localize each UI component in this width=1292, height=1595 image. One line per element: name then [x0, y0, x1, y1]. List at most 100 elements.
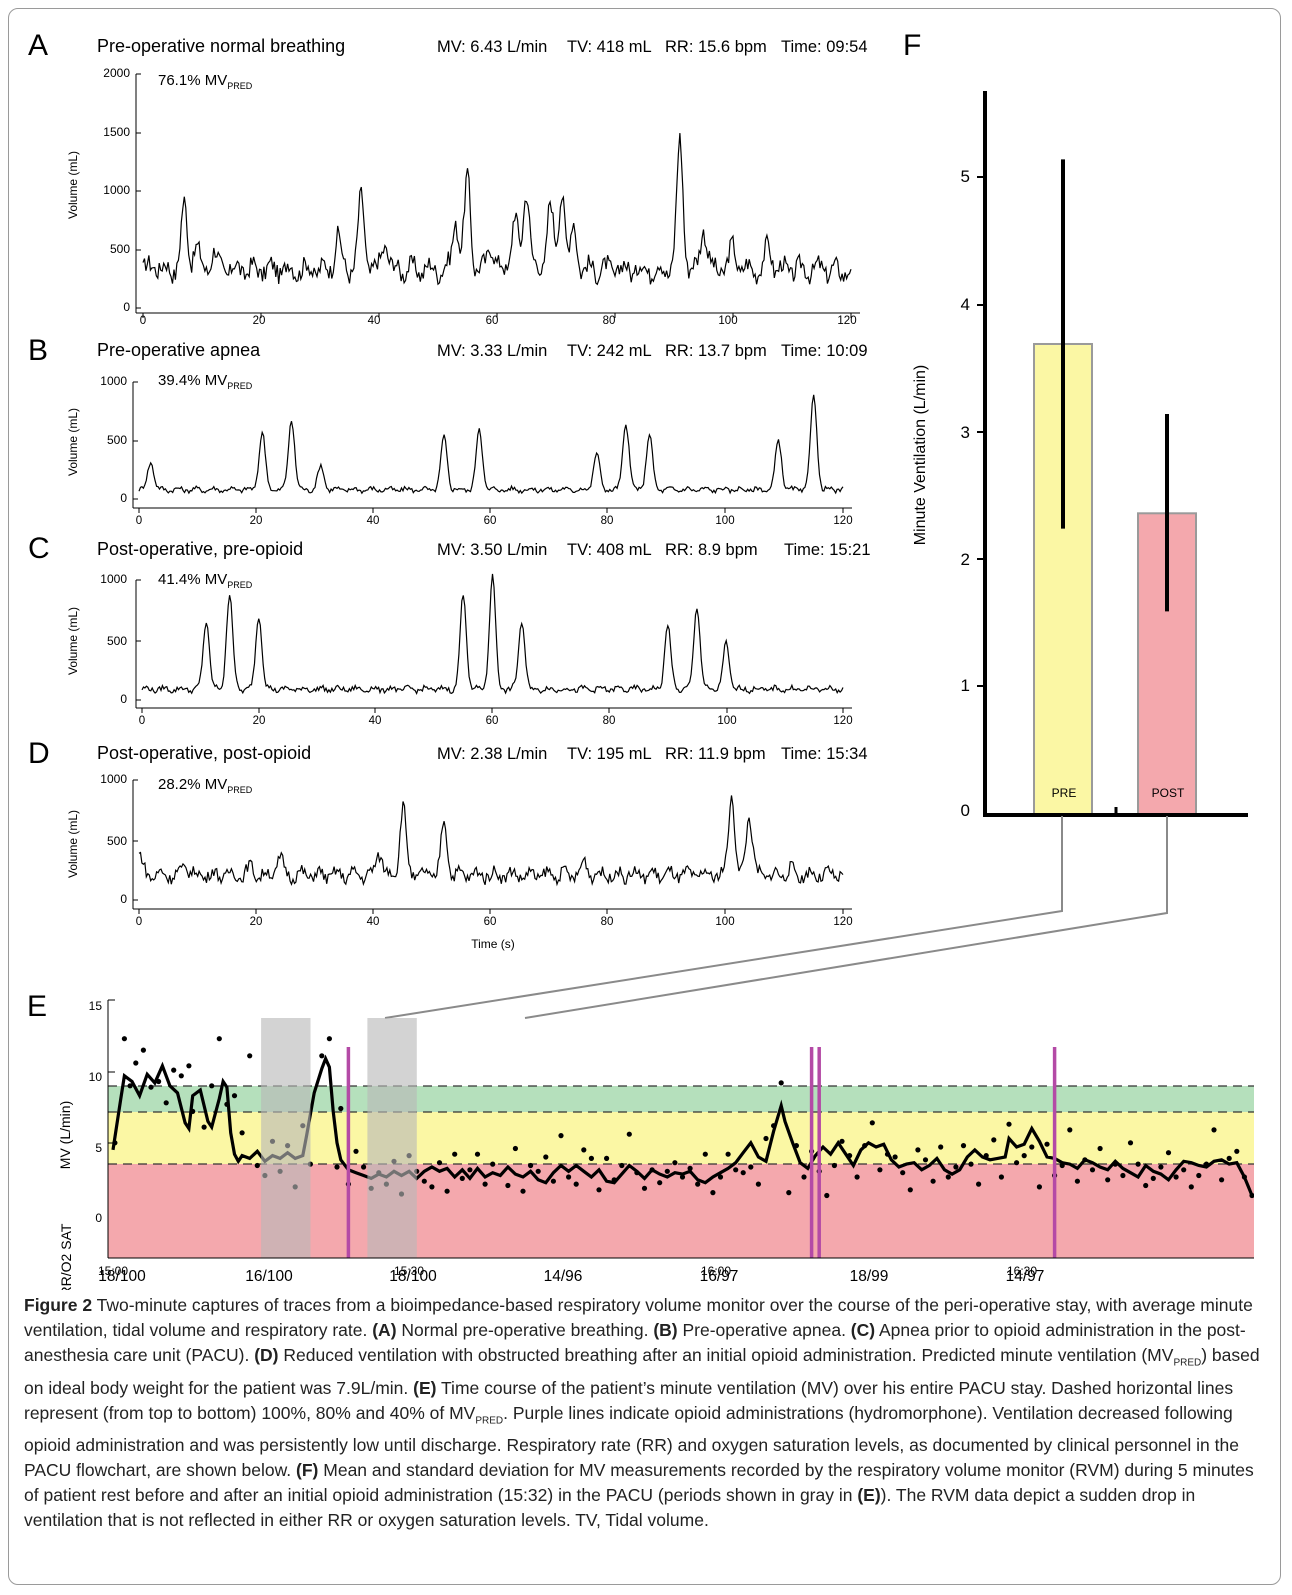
- mv-dot: [452, 1151, 458, 1157]
- mv-dot: [436, 1160, 443, 1166]
- mv-dot: [588, 1155, 595, 1161]
- panel-e-xtick-1630: 16:30: [1007, 1264, 1037, 1278]
- caption-c-label: (C): [850, 1320, 876, 1340]
- panel-a-xtick-60: 60: [486, 315, 499, 327]
- mv-dot: [190, 1108, 196, 1114]
- caption-d-text2: ) based on ideal body weight for the pat…: [24, 1345, 1260, 1398]
- rr-o2-label: RR/O2 SAT: [58, 1223, 74, 1290]
- mv-dot: [1029, 1144, 1035, 1150]
- panel-b-ytick-1000: 1000: [100, 374, 127, 388]
- mv-dot: [831, 1162, 838, 1169]
- panel-e-ytick-10: 10: [89, 1070, 103, 1084]
- panel-c-ytick-0: 0: [120, 692, 127, 706]
- mv-dot: [748, 1164, 754, 1170]
- mv-dot: [847, 1153, 853, 1159]
- mv-dot: [1241, 1174, 1247, 1180]
- panel-b-pct: 39.4% MVPRED: [158, 372, 253, 391]
- panel-d-xtick-20: 20: [250, 916, 263, 928]
- mv-dot: [938, 1144, 944, 1150]
- caption-figure-label: Figure 2: [24, 1295, 93, 1315]
- mv-dot: [319, 1053, 325, 1059]
- rr-o2-1: 16/100: [245, 1268, 293, 1285]
- mv-dot: [216, 1036, 222, 1042]
- panel-a-xtick-100: 100: [718, 315, 737, 327]
- caption-a-text: Normal pre-operative breathing.: [396, 1320, 654, 1340]
- panel-a-xtick-120: 120: [837, 315, 856, 327]
- mv-dot: [178, 1073, 184, 1079]
- panel-d: D Post-operative, post-opioid MV: 2.38 L…: [28, 737, 868, 951]
- mv-dot: [854, 1174, 860, 1180]
- panel-b-tv: TV: 242 mL: [567, 342, 652, 360]
- caption-d-text: Reduced ventilation with obstructed brea…: [278, 1345, 1174, 1365]
- mv-dot: [163, 1100, 169, 1106]
- mv-dot: [983, 1153, 989, 1159]
- mv-dot: [1089, 1167, 1096, 1173]
- caption-pred-1: PRED: [1173, 1357, 1202, 1369]
- panel-c: C Post-operative, pre-opioid MV: 3.50 L/…: [28, 532, 871, 727]
- mv-dot: [505, 1182, 511, 1189]
- panel-d-ylabel: Volume (mL): [66, 810, 80, 878]
- bar-label-post: POST: [1152, 786, 1185, 800]
- mv-dot: [140, 1047, 146, 1053]
- mv-dot: [186, 1063, 192, 1069]
- panel-d-xtick-40: 40: [367, 916, 380, 928]
- panel-a-ytick-500: 500: [110, 242, 130, 256]
- panel-b-ytick-0: 0: [120, 491, 127, 505]
- mv-dot: [679, 1174, 686, 1180]
- caption-c-text: Apnea prior to opioid administration in …: [24, 1320, 1246, 1365]
- panel-a-ytick-1000: 1000: [103, 183, 130, 197]
- panel-d-tv: TV: 195 mL: [567, 745, 652, 763]
- opioid-markers: [346, 1047, 1057, 1258]
- panel-c-time: Time: 15:21: [784, 541, 871, 559]
- mv-dot: [1188, 1184, 1194, 1190]
- mv-dot: [664, 1168, 670, 1174]
- mv-dot: [467, 1167, 473, 1173]
- panel-d-ytick-500: 500: [107, 834, 127, 848]
- panel-c-xtick-100: 100: [717, 715, 736, 727]
- mv-dot: [1074, 1178, 1080, 1184]
- panel-letter-b: B: [28, 334, 48, 367]
- caption-f-text2: ). The RVM data depict a sudden drop in …: [24, 1485, 1196, 1530]
- panel-b-ylabel: Volume (mL): [66, 408, 80, 476]
- mv-dot: [247, 1053, 253, 1059]
- caption-a-label: (A): [372, 1320, 397, 1340]
- gray-window-pre: [261, 1018, 311, 1258]
- mv-dot: [133, 1060, 139, 1066]
- mv-dot: [474, 1151, 481, 1157]
- mv-dot: [550, 1178, 557, 1184]
- figure-caption: Figure 2 Two-minute captures of traces f…: [24, 1293, 1268, 1533]
- panel-b-xtick-40: 40: [367, 515, 380, 527]
- panel-b-xtick-60: 60: [484, 515, 497, 527]
- mv-dot: [566, 1174, 572, 1180]
- rr-o2-4: 16/97: [700, 1268, 739, 1285]
- panel-e-ytick-0: 0: [95, 1211, 102, 1225]
- panel-a-tv: TV: 418 mL: [567, 38, 652, 56]
- panel-c-tv: TV: 408 mL: [567, 541, 652, 559]
- mv-dot: [824, 1192, 830, 1199]
- mv-dot: [641, 1185, 648, 1191]
- mv-dot: [1150, 1175, 1156, 1181]
- mv-dot: [915, 1147, 921, 1153]
- panel-d-xtick-60: 60: [484, 916, 497, 928]
- mv-dot: [224, 1101, 230, 1107]
- caption-e-label: (E): [413, 1377, 437, 1398]
- trace-d: [138, 795, 844, 887]
- mv-dot: [1173, 1174, 1179, 1180]
- mv-dot: [171, 1067, 177, 1073]
- mv-dot: [968, 1161, 974, 1167]
- panel-d-xtick-80: 80: [601, 916, 614, 928]
- mv-dot: [634, 1170, 640, 1176]
- panel-f-ytick-4: 4: [961, 295, 970, 314]
- mv-dot: [717, 1174, 724, 1180]
- mv-dot: [421, 1178, 427, 1184]
- mv-dot: [657, 1180, 663, 1186]
- panel-e: E 15 10 5 0 MV (L/min) 15:00 15:30 16:00…: [27, 990, 1254, 1290]
- panel-letter-f: F: [903, 29, 921, 62]
- trace-a: [142, 133, 852, 286]
- caption-intro: Two-minute captures of traces from a bio…: [24, 1295, 1253, 1340]
- rr-o2-5: 18/99: [850, 1268, 889, 1285]
- mv-dot: [254, 1162, 260, 1169]
- panel-d-xtick-120: 120: [833, 916, 852, 928]
- mv-dot: [573, 1181, 579, 1187]
- panel-c-title: Post-operative, pre-opioid: [97, 539, 303, 559]
